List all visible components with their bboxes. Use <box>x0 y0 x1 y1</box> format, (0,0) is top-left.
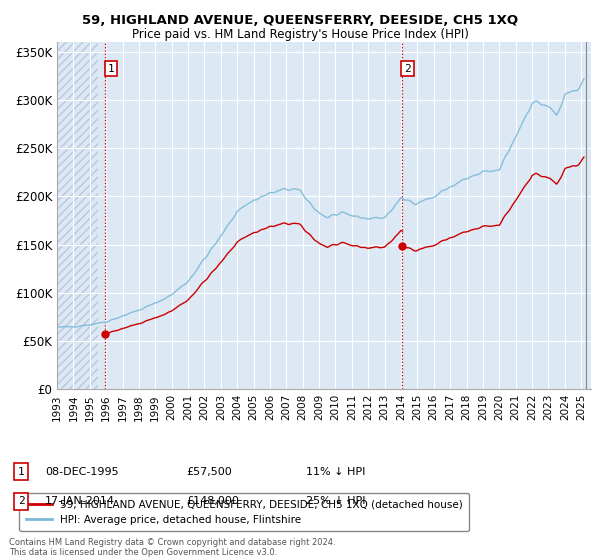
Text: 1: 1 <box>107 63 114 73</box>
Text: £57,500: £57,500 <box>186 466 232 477</box>
Text: Price paid vs. HM Land Registry's House Price Index (HPI): Price paid vs. HM Land Registry's House … <box>131 28 469 41</box>
Bar <box>57 42 98 389</box>
Text: 11% ↓ HPI: 11% ↓ HPI <box>306 466 365 477</box>
Text: 17-JAN-2014: 17-JAN-2014 <box>45 496 115 506</box>
Text: 08-DEC-1995: 08-DEC-1995 <box>45 466 119 477</box>
Text: 59, HIGHLAND AVENUE, QUEENSFERRY, DEESIDE, CH5 1XQ: 59, HIGHLAND AVENUE, QUEENSFERRY, DEESID… <box>82 14 518 27</box>
Text: Contains HM Land Registry data © Crown copyright and database right 2024.
This d: Contains HM Land Registry data © Crown c… <box>9 538 335 557</box>
Text: 2: 2 <box>404 63 411 73</box>
Legend: 59, HIGHLAND AVENUE, QUEENSFERRY, DEESIDE, CH5 1XQ (detached house), HPI: Averag: 59, HIGHLAND AVENUE, QUEENSFERRY, DEESID… <box>19 493 469 531</box>
Text: £148,000: £148,000 <box>186 496 239 506</box>
Text: 1: 1 <box>17 466 25 477</box>
Text: 25% ↓ HPI: 25% ↓ HPI <box>306 496 365 506</box>
Text: 2: 2 <box>17 496 25 506</box>
